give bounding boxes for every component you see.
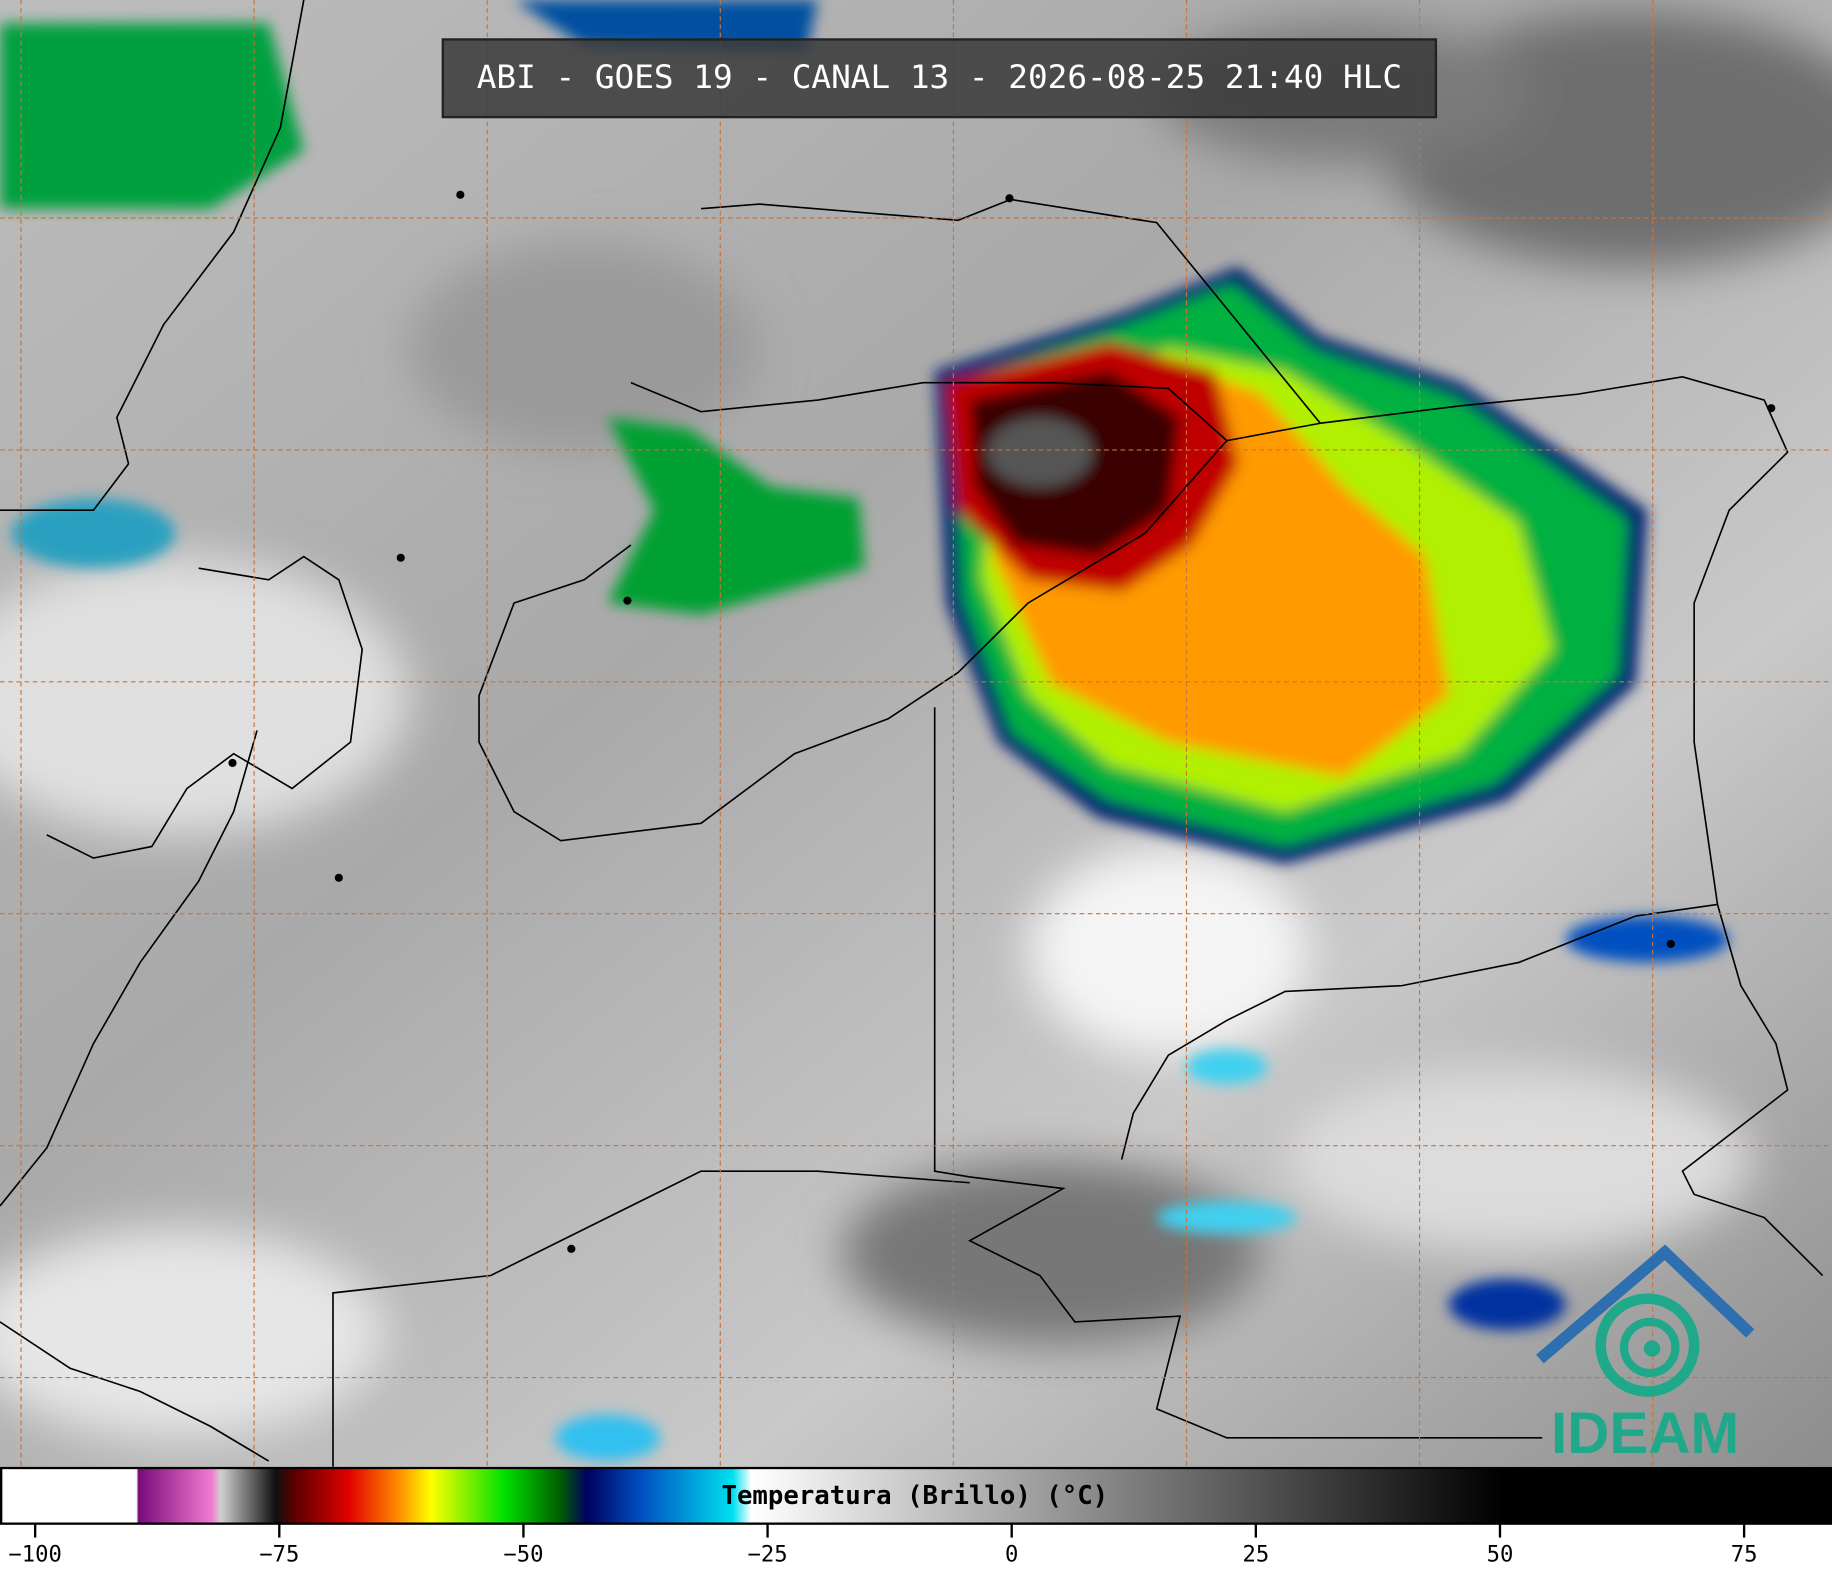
colorbar-label: Temperatura (Brillo) (°C)	[721, 1481, 1108, 1511]
logo-text: IDEAM	[1551, 1401, 1739, 1466]
tick-label: 0	[1005, 1542, 1018, 1568]
logo: IDEAM	[1536, 1244, 1755, 1466]
title: ABI - GOES 19 - CANAL 13 - 2026-08-25 21…	[477, 58, 1402, 96]
graticule	[0, 0, 1832, 1467]
title-box	[441, 38, 1438, 119]
tick-label: −50	[503, 1542, 543, 1568]
tick-label: −25	[748, 1542, 788, 1568]
tick-label: −100	[8, 1542, 61, 1568]
storm	[0, 0, 1730, 1462]
city-dots	[228, 190, 1776, 1253]
borders	[0, 0, 1824, 1467]
tick-label: 50	[1487, 1542, 1514, 1568]
colorbar	[0, 1466, 1832, 1525]
tick-label: 25	[1242, 1542, 1269, 1568]
tick-label: −75	[259, 1542, 299, 1568]
colorbar-ticks: −100 −75 −50 −25 0 25 50 75	[8, 1523, 1758, 1568]
tick-label: 75	[1731, 1542, 1758, 1568]
